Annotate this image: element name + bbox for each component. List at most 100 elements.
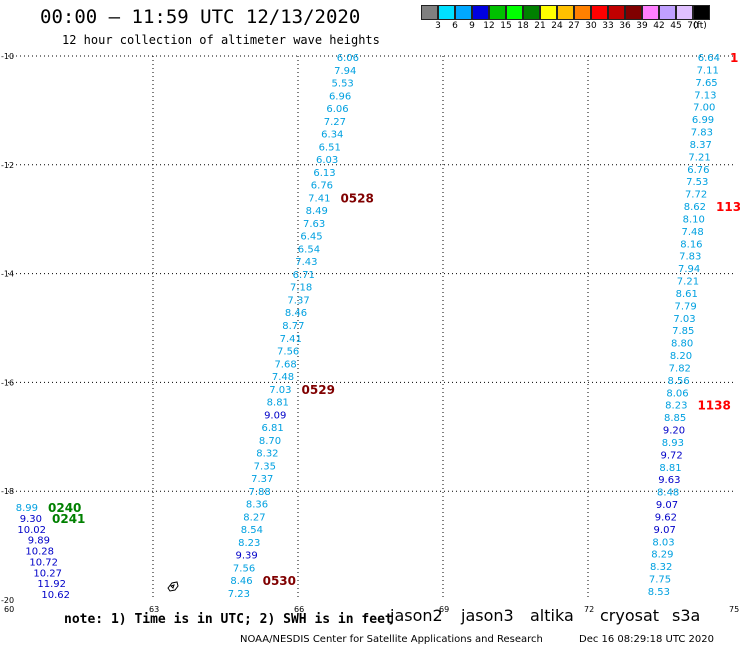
color-swatch xyxy=(625,5,642,20)
wave-height-value: 7.03 xyxy=(269,385,291,396)
wave-height-value: 6.71 xyxy=(293,270,315,281)
wave-height-value: 8.37 xyxy=(690,140,712,151)
wave-height-value: 8.62 xyxy=(684,202,706,213)
color-scale-tick: 21 xyxy=(534,21,546,31)
color-swatch xyxy=(642,5,659,20)
wave-height-value: 10.62 xyxy=(41,590,70,601)
pass-time-label: 1 xyxy=(730,51,738,65)
wave-height-value: 6.45 xyxy=(300,232,322,243)
wave-height-value: 7.11 xyxy=(697,65,719,76)
pass-time-label: 0530 xyxy=(263,574,296,588)
wave-height-value: 8.10 xyxy=(683,214,705,225)
wave-height-value: 8.99 xyxy=(16,503,38,514)
wave-height-value: 7.63 xyxy=(303,219,325,230)
wave-height-value: 8.16 xyxy=(680,239,702,250)
wave-height-value: 7.88 xyxy=(248,487,270,498)
wave-height-value: 8.93 xyxy=(662,438,684,449)
wave-height-value: 8.81 xyxy=(267,398,289,409)
color-scale-tick: 27 xyxy=(568,21,580,31)
legend-s3a: s3a xyxy=(672,606,701,625)
wave-height-value: 9.30 xyxy=(20,514,42,525)
wave-height-value: 7.48 xyxy=(272,372,294,383)
wave-height-value: 7.27 xyxy=(324,117,346,128)
wave-height-value: 6.81 xyxy=(261,423,283,434)
wave-height-value: 6.76 xyxy=(687,165,709,176)
wave-height-value: 10.72 xyxy=(29,557,58,568)
wave-height-value: 10.02 xyxy=(17,525,46,536)
wave-height-value: 7.21 xyxy=(688,152,710,163)
wave-height-value: 6.96 xyxy=(329,91,351,102)
wave-height-value: 6.06 xyxy=(326,104,348,115)
track-1138: 6.647.117.657.137.006.997.838.377.216.76… xyxy=(648,51,740,598)
wave-height-value: 7.00 xyxy=(693,103,715,114)
wave-height-value: 7.94 xyxy=(334,66,356,77)
island-outline xyxy=(167,581,179,592)
wave-height-value: 9.07 xyxy=(654,525,676,536)
wave-height-value: 7.03 xyxy=(673,314,695,325)
wave-height-value: 9.20 xyxy=(663,426,685,437)
wave-height-value: 8.20 xyxy=(670,351,692,362)
color-swatch xyxy=(472,5,489,20)
wave-height-value: 7.56 xyxy=(233,563,255,574)
wave-height-value: 9.62 xyxy=(655,512,677,523)
wave-height-value: 8.06 xyxy=(666,388,688,399)
color-scale-unit: (ft) xyxy=(693,21,707,31)
lat-label: -16 xyxy=(1,378,14,387)
wave-height-value: 7.48 xyxy=(681,227,703,238)
wave-height-value: 8.32 xyxy=(650,562,672,573)
color-scale-tick: 24 xyxy=(551,21,563,31)
track-0240: 8.999.3010.029.8910.2810.7210.2711.9210.… xyxy=(16,501,86,601)
wave-height-value: 7.83 xyxy=(679,252,701,263)
wave-height-value: 7.41 xyxy=(280,334,302,345)
color-scale-tick: 6 xyxy=(452,21,458,31)
lon-label: 66 xyxy=(294,605,304,614)
wave-height-value: 8.49 xyxy=(306,206,328,217)
color-swatch xyxy=(574,5,591,20)
color-swatch xyxy=(523,5,540,20)
lon-label: 75 xyxy=(729,605,739,614)
wave-height-value: 8.56 xyxy=(668,376,690,387)
legend-cryosat: cryosat xyxy=(600,606,660,625)
wave-height-value: 8.48 xyxy=(657,488,679,499)
color-swatch xyxy=(659,5,676,20)
lon-label: 63 xyxy=(149,605,159,614)
wave-height-value: 7.53 xyxy=(686,177,708,188)
color-swatch xyxy=(438,5,455,20)
wave-height-value: 6.64 xyxy=(698,53,720,64)
color-scale-tick: 3 xyxy=(435,21,441,31)
lat-label: -12 xyxy=(1,161,14,170)
wave-height-value: 9.89 xyxy=(28,536,50,547)
pass-time-label: 113 xyxy=(716,200,740,214)
credit-line: NOAA/NESDIS Center for Satellite Applica… xyxy=(240,634,543,645)
wave-height-value: 6.99 xyxy=(692,115,714,126)
lat-label: -20 xyxy=(1,596,14,605)
legend-jason2: jason2 xyxy=(390,606,443,625)
pass-time-label: 0528 xyxy=(340,191,373,205)
wave-height-value: 9.39 xyxy=(236,551,258,562)
pass-time-label: 0240 xyxy=(48,501,81,515)
color-scale-tick: 36 xyxy=(619,21,631,31)
page-title: 00:00 – 11:59 UTC 12/13/2020 xyxy=(40,6,361,28)
color-swatch xyxy=(591,5,608,20)
wave-height-value: 6.54 xyxy=(298,244,320,255)
wave-height-value: 7.72 xyxy=(685,190,707,201)
wave-height-value: 8.36 xyxy=(246,500,268,511)
wave-height-value: 8.77 xyxy=(282,321,304,332)
wave-height-value: 7.75 xyxy=(649,575,671,586)
wave-height-value: 8.29 xyxy=(651,550,673,561)
wave-height-value: 7.85 xyxy=(672,326,694,337)
color-swatch xyxy=(489,5,506,20)
pass-time-label: 0241 xyxy=(52,512,85,526)
color-swatch xyxy=(693,5,710,20)
wave-height-value: 7.41 xyxy=(308,193,330,204)
wave-height-value: 7.37 xyxy=(287,295,309,306)
legend-jason3: jason3 xyxy=(461,606,514,625)
wave-height-value: 8.70 xyxy=(259,436,281,447)
track-0527: 6.06 7.94 5.536.96 6.06 7.27 6.346.51 6.03 6.13… xyxy=(228,53,374,600)
color-scale-tick: 18 xyxy=(517,21,529,31)
lon-label: 72 xyxy=(584,605,594,614)
color-scale-tick: 12 xyxy=(483,21,495,31)
color-scale-tick: 42 xyxy=(653,21,665,31)
wave-height-value: 6.03 xyxy=(316,155,338,166)
